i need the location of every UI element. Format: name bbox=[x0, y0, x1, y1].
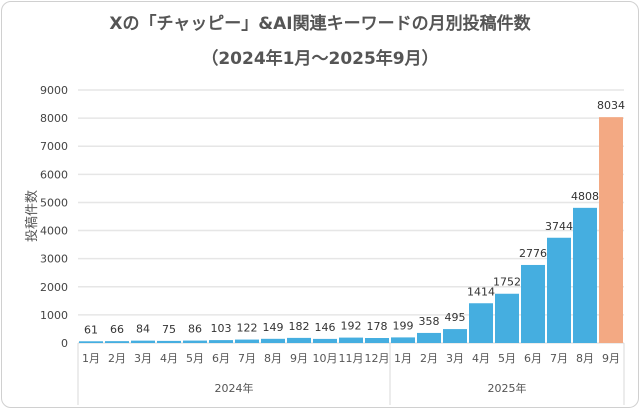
x-group-label: 2025年 bbox=[488, 381, 527, 395]
data-label: 2776 bbox=[519, 247, 547, 260]
data-label: 182 bbox=[289, 320, 310, 333]
bar bbox=[339, 337, 363, 343]
x-tick-label: 1月 bbox=[394, 352, 412, 365]
data-label: 149 bbox=[263, 321, 284, 334]
data-label: 66 bbox=[110, 323, 124, 336]
y-axis-label: 投稿件数 bbox=[24, 190, 40, 242]
bar bbox=[365, 337, 389, 343]
y-tick-label: 2000 bbox=[40, 281, 68, 294]
x-tick-label: 8月 bbox=[264, 352, 282, 365]
y-tick-label: 6000 bbox=[40, 168, 68, 181]
data-label: 75 bbox=[162, 323, 176, 336]
data-label: 122 bbox=[237, 322, 258, 335]
bar bbox=[417, 332, 441, 343]
x-tick-label: 8月 bbox=[576, 352, 594, 365]
x-tick-label: 3月 bbox=[446, 352, 464, 365]
data-label: 86 bbox=[188, 323, 202, 336]
y-tick-label: 0 bbox=[61, 337, 68, 350]
bar bbox=[79, 341, 103, 343]
bar bbox=[469, 303, 493, 343]
data-label: 4808 bbox=[571, 190, 599, 203]
bar bbox=[495, 293, 519, 343]
bar bbox=[391, 337, 415, 343]
bar bbox=[261, 338, 285, 343]
bar bbox=[157, 340, 181, 343]
y-tick-label: 7000 bbox=[40, 140, 68, 153]
bar bbox=[599, 117, 623, 343]
bar bbox=[183, 340, 207, 343]
bar bbox=[521, 264, 545, 343]
y-tick-label: 8000 bbox=[40, 112, 68, 125]
y-tick-label: 4000 bbox=[40, 225, 68, 238]
data-label: 61 bbox=[84, 323, 98, 336]
y-tick-label: 9000 bbox=[40, 84, 68, 97]
bar bbox=[209, 340, 233, 343]
bar bbox=[235, 339, 259, 343]
x-tick-label: 9月 bbox=[290, 352, 308, 365]
x-tick-label: 12月 bbox=[365, 352, 390, 365]
data-label: 358 bbox=[419, 315, 440, 328]
x-tick-label: 10月 bbox=[313, 352, 338, 365]
data-label: 84 bbox=[136, 323, 150, 336]
bar bbox=[443, 329, 467, 343]
x-tick-label: 7月 bbox=[238, 352, 256, 365]
chart-subtitle: （2024年1月〜2025年9月） bbox=[201, 49, 439, 69]
data-label: 192 bbox=[341, 320, 362, 333]
x-group-label: 2024年 bbox=[215, 381, 254, 395]
x-tick-label: 3月 bbox=[134, 352, 152, 365]
y-tick-label: 1000 bbox=[40, 309, 68, 322]
bar bbox=[573, 207, 597, 343]
y-tick-label: 3000 bbox=[40, 253, 68, 266]
x-tick-label: 2月 bbox=[108, 352, 126, 365]
x-tick-label: 9月 bbox=[602, 352, 620, 365]
data-label: 1752 bbox=[493, 276, 521, 289]
y-tick-label: 5000 bbox=[40, 196, 68, 209]
x-tick-label: 2月 bbox=[420, 352, 438, 365]
data-label: 1414 bbox=[467, 285, 495, 298]
data-label: 3744 bbox=[545, 220, 573, 233]
data-label: 495 bbox=[445, 311, 466, 324]
x-tick-label: 5月 bbox=[498, 352, 516, 365]
x-tick-label: 7月 bbox=[550, 352, 568, 365]
x-tick-label: 4月 bbox=[472, 352, 490, 365]
chart-title: Xの「チャッピー」&AI関連キーワードの月別投稿件数 bbox=[109, 14, 531, 34]
bar bbox=[287, 337, 311, 343]
x-tick-label: 11月 bbox=[339, 352, 364, 365]
bar bbox=[131, 340, 155, 343]
x-tick-label: 5月 bbox=[186, 352, 204, 365]
data-label: 103 bbox=[211, 322, 232, 335]
bar bbox=[313, 338, 337, 343]
data-label: 146 bbox=[315, 321, 336, 334]
x-tick-label: 6月 bbox=[212, 352, 230, 365]
bar bbox=[105, 341, 129, 343]
data-label: 8034 bbox=[597, 99, 625, 112]
data-label: 199 bbox=[393, 319, 414, 332]
x-tick-label: 1月 bbox=[82, 352, 100, 365]
x-tick-label: 6月 bbox=[524, 352, 542, 365]
x-tick-label: 4月 bbox=[160, 352, 178, 365]
bar bbox=[547, 237, 571, 343]
data-label: 178 bbox=[367, 320, 388, 333]
